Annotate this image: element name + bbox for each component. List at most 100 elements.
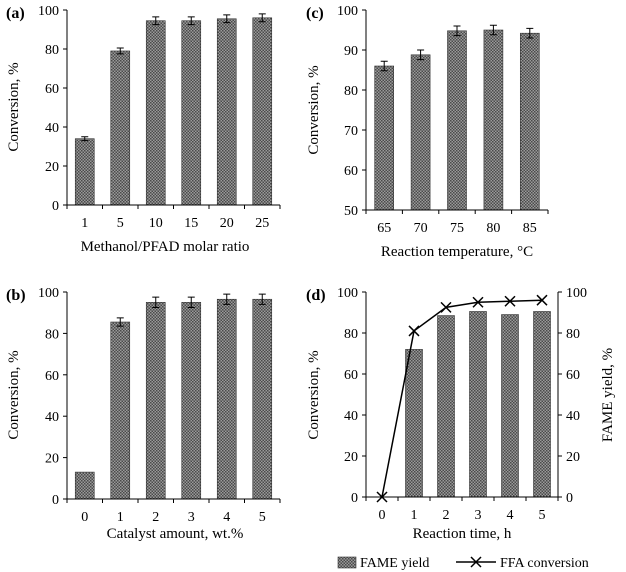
y-tick-label: 100 <box>38 286 59 301</box>
y2-tick-label: 40 <box>566 409 580 424</box>
y-axis-label: Conversion, % <box>6 62 22 151</box>
line-marker <box>536 294 548 306</box>
y2-tick-label: 0 <box>566 491 573 506</box>
y2-tick-label: 60 <box>566 368 580 383</box>
y-tick-label: 0 <box>351 491 358 506</box>
bar <box>216 298 237 500</box>
bar <box>74 471 95 500</box>
y-tick-label: 80 <box>45 327 59 342</box>
legend-bar-label: FAME yield <box>360 556 429 571</box>
y-tick-label: 100 <box>337 286 358 301</box>
y-axis-label: Conversion, % <box>306 350 322 439</box>
error-bar <box>152 296 160 309</box>
error-bar <box>223 14 231 24</box>
bar <box>501 314 519 498</box>
x-tick-label: 4 <box>223 510 230 525</box>
y-tick-label: 20 <box>45 160 59 175</box>
bar <box>145 302 166 500</box>
x-axis-label: Catalyst amount, wt.% <box>107 526 244 542</box>
y-tick-label: 20 <box>45 452 59 467</box>
error-bar <box>223 293 231 305</box>
x-tick-label: 2 <box>152 510 159 525</box>
bar <box>145 20 166 206</box>
y-tick-label: 40 <box>45 121 59 136</box>
chart-panel: (b) 0 20 40 60 80 100 0 1 2 3 4 5 Catalyst amount, wt… <box>6 286 281 542</box>
y-tick-label: 60 <box>45 82 59 97</box>
error-bar <box>152 16 160 26</box>
y-tick-label: 40 <box>344 409 358 424</box>
x-tick-label: 70 <box>414 221 428 236</box>
error-bar <box>489 24 497 36</box>
x-tick-label: 75 <box>450 221 464 236</box>
x-tick-label: 80 <box>486 221 500 236</box>
error-bar <box>417 49 425 61</box>
x-axis-label: Methanol/PFAD molar ratio <box>81 239 250 255</box>
panel-label: (a) <box>6 5 25 22</box>
panel-label: (d) <box>306 287 326 304</box>
x-tick-label: 25 <box>255 216 269 231</box>
x-tick-label: 65 <box>377 221 391 236</box>
x-tick-label: 0 <box>379 508 386 523</box>
x-tick-label: 5 <box>117 216 124 231</box>
line-marker <box>504 295 516 307</box>
bar <box>252 298 273 500</box>
legend-bar-swatch <box>337 556 357 569</box>
ffa-conversion-line <box>381 299 543 498</box>
y-tick-label: 60 <box>45 369 59 384</box>
y-tick-label: 80 <box>344 327 358 342</box>
y-tick-label: 80 <box>344 84 358 99</box>
x-tick-label: 15 <box>184 216 198 231</box>
bar <box>181 20 202 206</box>
chart-panel: (c) 50 60 70 80 90 100 65 70 75 80 85 Reaction tempe… <box>306 4 549 260</box>
y2-axis-label: FAME yield, % <box>600 348 616 442</box>
y-tick-label: 70 <box>344 124 358 139</box>
line-marker <box>472 296 484 308</box>
y-tick-label: 40 <box>45 410 59 425</box>
bar <box>74 138 95 206</box>
x-tick-label: 3 <box>475 508 482 523</box>
y2-tick-label: 80 <box>566 327 580 342</box>
x-tick-label: 10 <box>149 216 163 231</box>
y-tick-label: 100 <box>337 4 358 19</box>
x-tick-label: 1 <box>117 510 124 525</box>
y-tick-label: 50 <box>344 204 358 219</box>
y-axis-label: Conversion, % <box>6 350 22 439</box>
error-bar <box>258 293 266 305</box>
error-bar <box>453 25 461 37</box>
x-tick-label: 0 <box>81 510 88 525</box>
x-axis-label: Reaction time, h <box>413 526 512 542</box>
bar <box>447 30 467 211</box>
error-bar <box>81 136 89 142</box>
x-tick-label: 3 <box>188 510 195 525</box>
bar <box>181 302 202 500</box>
y-tick-label: 20 <box>344 450 358 465</box>
bar <box>519 32 540 211</box>
bar <box>110 50 131 206</box>
x-tick-label: 1 <box>411 508 418 523</box>
bar <box>252 17 273 206</box>
x-tick-label: 2 <box>443 508 450 523</box>
x-tick-label: 5 <box>539 508 546 523</box>
error-bar <box>187 16 195 26</box>
error-bar <box>116 47 124 55</box>
bar <box>483 29 504 211</box>
bar <box>216 18 237 206</box>
bar <box>469 311 487 498</box>
bar <box>410 54 431 211</box>
legend: FAME yield FFA conversion <box>337 556 589 571</box>
y-tick-label: 80 <box>45 43 59 58</box>
y2-tick-label: 100 <box>566 286 587 301</box>
y-tick-label: 100 <box>38 4 59 19</box>
x-tick-label: 85 <box>523 221 537 236</box>
error-bar <box>258 13 266 23</box>
panel-label: (b) <box>6 287 26 304</box>
panel-label: (c) <box>306 5 324 22</box>
bar <box>110 321 131 500</box>
x-tick-label: 20 <box>220 216 234 231</box>
y-tick-label: 60 <box>344 368 358 383</box>
bar <box>374 65 395 211</box>
error-bar <box>116 317 124 327</box>
